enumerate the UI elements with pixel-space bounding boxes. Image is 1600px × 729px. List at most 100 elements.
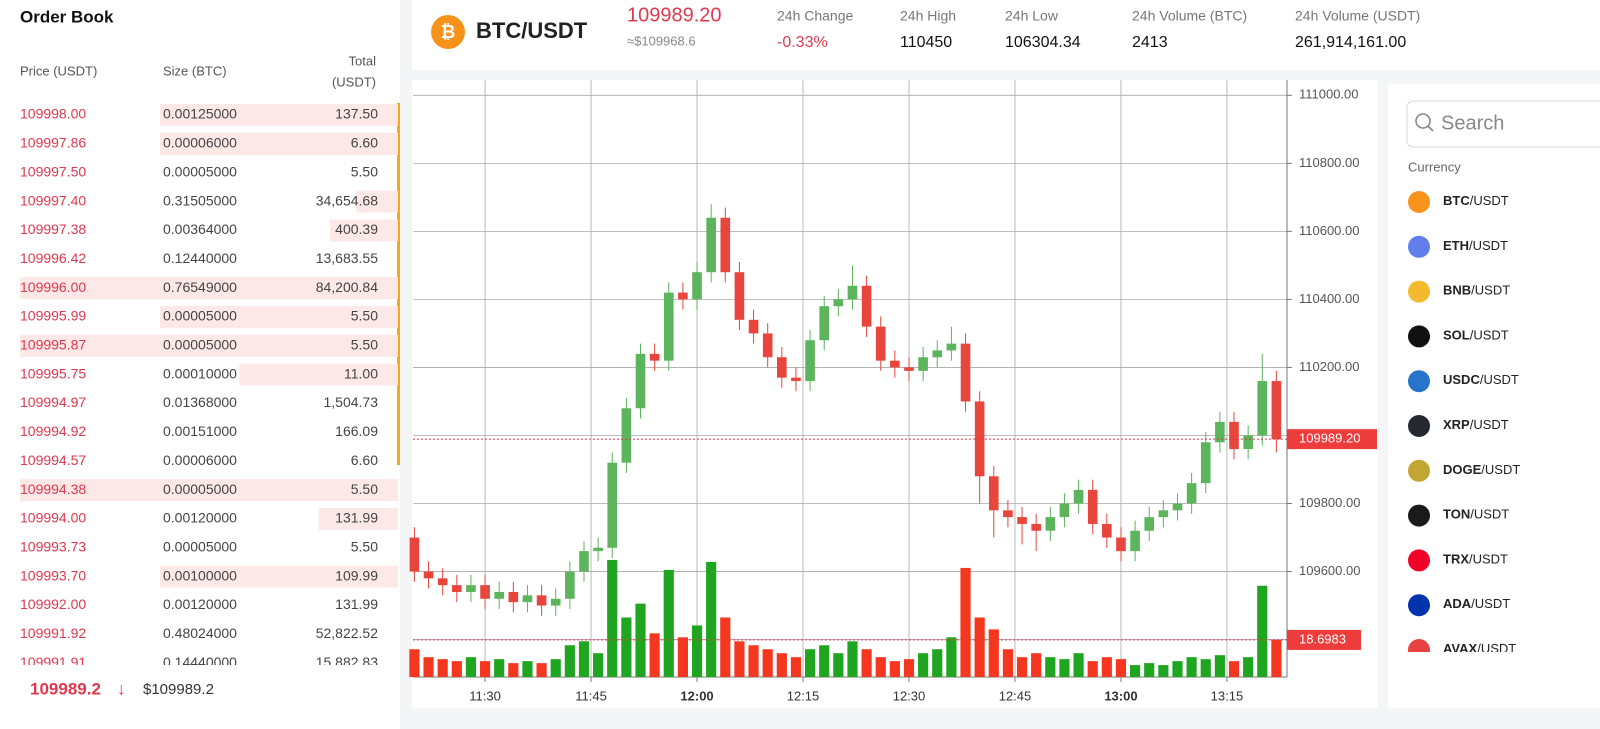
candle-body [819,306,830,341]
volume-bar [508,663,519,677]
last-price-usd: $109989.2 [143,681,214,698]
volume-bar [423,657,434,677]
ask-size: 0.01368000 [163,394,237,410]
candle-body [423,571,434,579]
column-header: (USDT) [332,74,376,89]
candle-body [437,578,448,586]
candle-body [1087,489,1098,524]
coin-icon [1408,639,1430,652]
y-tick-label: 110400.00 [1299,291,1360,306]
coin-icon [1408,235,1430,258]
coin-base: TRX [1443,552,1469,567]
coin-quote: /USDT [1477,641,1516,656]
coin-icon [1408,280,1430,303]
ask-total: 11.00 [344,365,378,381]
candle-body [1102,523,1112,538]
volume-bar [1130,665,1141,677]
coin-pair[interactable]: BTC/USDT [1443,193,1509,208]
last-price: 109989.2 [30,679,101,698]
candle-body [960,343,971,402]
candle-body [875,326,886,361]
volume-bar [1172,661,1183,677]
volume-bar [621,617,632,677]
candle-body [494,591,505,599]
candle-body [988,476,999,511]
ask-price: 109994.00 [20,510,86,526]
coin-pair[interactable]: AVAX/USDT [1443,641,1516,656]
last-price-box [1287,429,1377,450]
candle-body [847,285,858,300]
candle-body [720,217,731,273]
x-tick-label: 11:45 [575,688,607,703]
depth-bar [159,565,398,588]
coin-quote: /USDT [1470,417,1509,432]
volume-bar [720,617,731,677]
volume-bar [960,567,971,677]
coin-pair[interactable]: SOL/USDT [1443,328,1509,343]
column-header: Total [349,53,377,68]
candle-body [748,319,759,334]
ask-price: 109991.92 [20,625,86,641]
volume-bar [635,603,646,677]
candle-body [621,408,632,463]
candle-body [466,585,476,592]
coin-base: BNB [1443,283,1471,298]
coin-icon [1408,415,1430,437]
search-box[interactable] [1406,100,1600,148]
ask-size: 0.00120000 [163,596,237,612]
stat-label: 24h Volume (USDT) [1295,8,1420,24]
ticker-price: 109989.20 [627,4,722,26]
coin-list: BTC/USDT ETH/USDT BNB/USDT SOL/USDT USDC/USD… [1408,191,1520,656]
candle-body [550,598,561,606]
ask-total: 1,504.73 [324,394,379,410]
volume-bar [691,625,703,677]
volume-bar [988,629,999,677]
coin-base: SOL [1443,328,1470,343]
coin-icon [1408,504,1430,527]
ask-price: 109996.00 [20,279,86,295]
candle-body [1257,381,1268,436]
last-volume-label: 18.6983 [1299,631,1346,646]
coin-pair[interactable]: USDC/USDT [1443,373,1519,388]
ask-price: 109995.87 [20,337,86,353]
candle-body [678,292,688,300]
candle-body [706,217,716,273]
x-tick-label: 13:15 [1211,688,1244,703]
coin-pair[interactable]: TON/USDT [1443,507,1509,522]
volume-bar [847,641,858,677]
volume-bar [409,649,420,677]
coin-pair[interactable]: ETH/USDT [1443,238,1508,253]
ask-price: 109991.91 [20,654,86,670]
volume-bar [1073,653,1084,677]
candle-body [805,340,815,382]
coin-pair[interactable]: TRX/USDT [1443,552,1508,567]
coin-pair[interactable]: BNB/USDT [1443,283,1510,298]
coin-icon [1408,325,1430,348]
coin-pair[interactable]: DOGE/USDT [1443,462,1520,477]
volume-bar [1186,657,1197,677]
coin-icon [1408,370,1430,393]
ask-total: 400.39 [335,221,378,237]
candle-body [1073,489,1084,504]
ask-total: 5.50 [351,337,378,353]
ask-price: 109995.75 [20,365,86,381]
ask-size: 0.12440000 [163,250,237,266]
coin-icon [1408,459,1430,482]
ask-size: 0.00100000 [163,567,237,583]
column-header: Size (BTC) [163,63,227,78]
x-tick-label: 12:00 [680,688,713,703]
depth-bar [20,479,398,502]
ask-size: 0.00006000 [163,452,237,468]
candle-body [1031,523,1041,531]
stat-value: 110450 [900,34,952,51]
candle-body [762,333,773,358]
volume-bar [593,653,604,677]
candle-body [946,343,957,351]
coin-quote: /USDT [1471,283,1510,298]
volume-bar [437,659,448,677]
coin-pair[interactable]: ADA/USDT [1443,597,1510,612]
coin-pair[interactable]: XRP/USDT [1443,417,1509,432]
candle-body [777,357,787,378]
volume-bar [465,657,477,677]
candle-body [1003,510,1013,518]
